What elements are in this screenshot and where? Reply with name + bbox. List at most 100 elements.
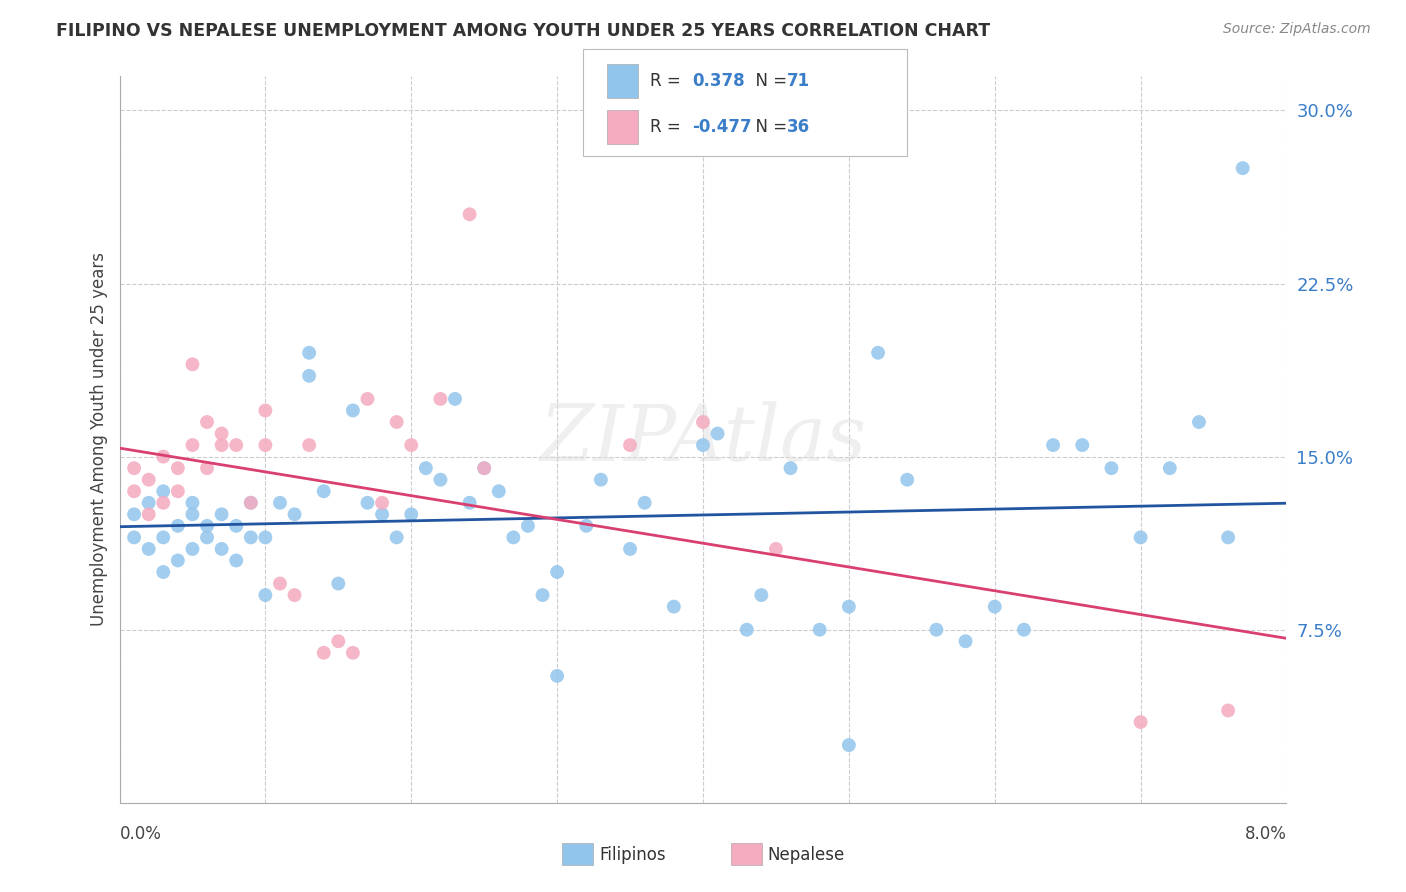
Point bbox=[444, 392, 467, 406]
Point bbox=[472, 461, 495, 475]
Point bbox=[328, 576, 350, 591]
Point bbox=[284, 508, 307, 522]
Point bbox=[1042, 438, 1064, 452]
Point bbox=[385, 415, 408, 429]
Point bbox=[181, 496, 204, 510]
Point bbox=[342, 646, 364, 660]
Point bbox=[429, 392, 451, 406]
Point bbox=[735, 623, 758, 637]
Point bbox=[298, 368, 321, 383]
Point bbox=[619, 541, 641, 556]
Point bbox=[138, 496, 160, 510]
Point bbox=[458, 496, 481, 510]
Point bbox=[254, 588, 277, 602]
Point bbox=[342, 403, 364, 417]
Point bbox=[254, 403, 277, 417]
Point bbox=[692, 438, 714, 452]
Text: ZIPAtlas: ZIPAtlas bbox=[540, 401, 866, 477]
Point bbox=[195, 461, 218, 475]
Point bbox=[517, 519, 540, 533]
Point bbox=[166, 484, 188, 499]
Text: FILIPINO VS NEPALESE UNEMPLOYMENT AMONG YOUTH UNDER 25 YEARS CORRELATION CHART: FILIPINO VS NEPALESE UNEMPLOYMENT AMONG … bbox=[56, 22, 990, 40]
Point bbox=[298, 345, 321, 359]
Point bbox=[284, 588, 307, 602]
Point bbox=[633, 496, 655, 510]
Point bbox=[706, 426, 728, 441]
Point bbox=[589, 473, 612, 487]
Point bbox=[1071, 438, 1094, 452]
Point bbox=[546, 669, 568, 683]
Point bbox=[195, 519, 218, 533]
Point bbox=[166, 519, 188, 533]
Point bbox=[181, 357, 204, 371]
Point bbox=[211, 426, 233, 441]
Point bbox=[166, 553, 188, 567]
Point bbox=[1129, 714, 1152, 729]
Point bbox=[195, 415, 218, 429]
Point bbox=[838, 599, 860, 614]
Point bbox=[488, 484, 510, 499]
Point bbox=[239, 496, 262, 510]
Point bbox=[138, 473, 160, 487]
Point bbox=[401, 438, 423, 452]
Point bbox=[1159, 461, 1181, 475]
Point bbox=[152, 450, 174, 464]
Text: R =: R = bbox=[650, 71, 686, 90]
Point bbox=[415, 461, 437, 475]
Point bbox=[166, 461, 188, 475]
Point bbox=[371, 508, 394, 522]
Point bbox=[371, 496, 394, 510]
Point bbox=[356, 392, 378, 406]
Point bbox=[502, 530, 524, 544]
Point bbox=[195, 530, 218, 544]
Text: N =: N = bbox=[745, 118, 793, 136]
Text: 0.0%: 0.0% bbox=[120, 825, 162, 843]
Point bbox=[152, 484, 174, 499]
Point bbox=[1218, 530, 1240, 544]
Point bbox=[211, 541, 233, 556]
Point bbox=[254, 530, 277, 544]
Point bbox=[211, 438, 233, 452]
Point bbox=[1188, 415, 1211, 429]
Text: Nepalese: Nepalese bbox=[768, 846, 845, 863]
Point bbox=[1129, 530, 1152, 544]
Point bbox=[356, 496, 378, 510]
Point bbox=[692, 415, 714, 429]
Point bbox=[751, 588, 773, 602]
Point bbox=[765, 541, 787, 556]
Text: 36: 36 bbox=[787, 118, 810, 136]
Point bbox=[138, 541, 160, 556]
Point bbox=[619, 438, 641, 452]
Point bbox=[181, 508, 204, 522]
Point bbox=[239, 530, 262, 544]
Point bbox=[838, 738, 860, 752]
Y-axis label: Unemployment Among Youth under 25 years: Unemployment Among Youth under 25 years bbox=[90, 252, 108, 626]
Point bbox=[401, 508, 423, 522]
Point bbox=[575, 519, 598, 533]
Point bbox=[955, 634, 977, 648]
Point bbox=[152, 530, 174, 544]
Point bbox=[866, 345, 889, 359]
Text: -0.477: -0.477 bbox=[692, 118, 751, 136]
Point bbox=[984, 599, 1007, 614]
Point bbox=[1012, 623, 1035, 637]
Text: 8.0%: 8.0% bbox=[1244, 825, 1286, 843]
Point bbox=[1232, 161, 1254, 175]
Text: Filipinos: Filipinos bbox=[599, 846, 665, 863]
Point bbox=[298, 438, 321, 452]
Text: 71: 71 bbox=[787, 71, 810, 90]
Point bbox=[662, 599, 685, 614]
Point bbox=[269, 496, 291, 510]
Point bbox=[429, 473, 451, 487]
Point bbox=[225, 519, 247, 533]
Text: N =: N = bbox=[745, 71, 793, 90]
Point bbox=[1101, 461, 1123, 475]
Point bbox=[328, 634, 350, 648]
Point bbox=[181, 541, 204, 556]
Point bbox=[225, 438, 247, 452]
Point bbox=[225, 553, 247, 567]
Point bbox=[1218, 704, 1240, 718]
Point bbox=[779, 461, 801, 475]
Point bbox=[458, 207, 481, 221]
Text: R =: R = bbox=[650, 118, 686, 136]
